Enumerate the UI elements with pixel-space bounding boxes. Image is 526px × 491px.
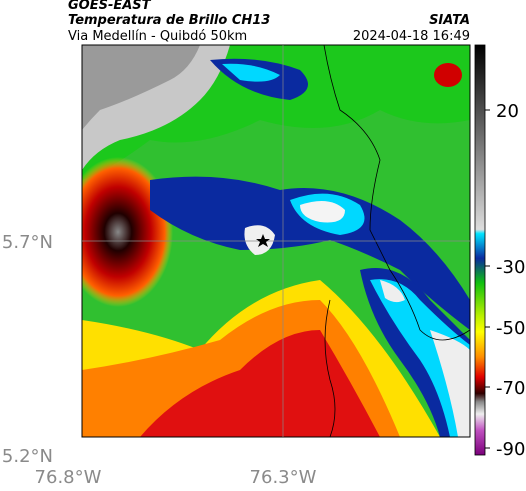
lon-label: 76.8°W — [35, 467, 102, 488]
org: SIATA — [429, 13, 470, 28]
colorbar-ticks: 20 -30 -50 -70 -90 — [485, 101, 525, 460]
colorbar-label: -70 — [496, 378, 525, 399]
datetime: 2024-04-18 16:49 — [353, 29, 470, 44]
colorbar — [474, 44, 486, 456]
location-star — [256, 234, 270, 247]
colorbar-label: -90 — [496, 439, 525, 460]
subtitle: Via Medellín - Quibdó 50km — [68, 29, 247, 44]
colorbar-label: -50 — [496, 318, 525, 339]
title: Temperatura de Brillo CH13 — [68, 13, 270, 28]
lat-label: 5.7°N — [2, 232, 53, 253]
source: GOES-EAST — [68, 0, 152, 13]
lat-label: 5.2°N — [2, 446, 53, 467]
colorbar-label: -30 — [496, 257, 525, 278]
lon-label: 76.3°W — [250, 467, 317, 488]
colorbar-label: 20 — [496, 101, 519, 122]
